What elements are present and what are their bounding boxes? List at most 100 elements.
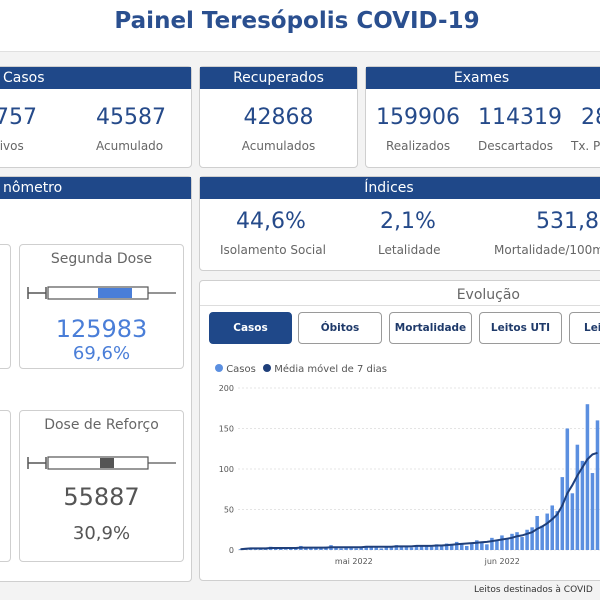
tab-obitos[interactable]: Óbitos xyxy=(298,312,382,344)
casos-bar xyxy=(359,547,363,550)
letalidade-label: Letalidade xyxy=(378,243,441,257)
casos-bar xyxy=(475,540,479,550)
indices-card: Índices 44,6% Isolamento Social 2,1% Let… xyxy=(199,176,600,271)
legend-media-label: Média móvel de 7 dias xyxy=(274,364,388,375)
segunda-dose-percent: 69,6% xyxy=(72,343,131,364)
casos-bar xyxy=(505,538,509,550)
tab-mortalidade[interactable]: Mortalidade xyxy=(389,312,472,344)
casos-bar xyxy=(434,544,439,550)
recuperados-header: Recuperados xyxy=(200,67,357,89)
casos-bar xyxy=(404,546,409,550)
segunda-dose-title: Segunda Dose xyxy=(50,251,153,267)
letalidade-value: 2,1% xyxy=(380,209,436,234)
casos-bar xyxy=(550,505,554,550)
tab-leitos[interactable]: Lei xyxy=(569,312,600,344)
casos-bar xyxy=(344,546,348,550)
segunda-dose-value: 125983 xyxy=(55,315,148,343)
casos-bar xyxy=(575,444,580,550)
casos-bar xyxy=(530,527,534,550)
casos-bar xyxy=(278,548,283,550)
indices-header: Índices xyxy=(200,177,600,199)
casos-bar xyxy=(319,548,323,550)
recuperados-label: Acumulados xyxy=(241,139,316,153)
page-title: Painel Teresópolis COVID-19 xyxy=(114,8,480,34)
casos-bar xyxy=(570,493,575,550)
casos-bar xyxy=(389,547,394,550)
casos-bar xyxy=(439,545,444,550)
casos-bar xyxy=(490,537,494,550)
casos-bar xyxy=(349,547,353,550)
exames-realizados-value: 159906 xyxy=(376,105,460,130)
casos-bar xyxy=(253,549,258,550)
casos-bar xyxy=(384,546,389,550)
casos-bar xyxy=(409,547,414,550)
x-tick-label: jun 2022 xyxy=(484,557,520,566)
casos-bar xyxy=(399,545,404,550)
casos-bar xyxy=(580,460,585,550)
y-tick-label: 150 xyxy=(219,425,234,434)
y-tick-label: 200 xyxy=(219,384,234,393)
legend-casos-label: Casos xyxy=(226,364,256,375)
casos-bar xyxy=(419,545,424,550)
chart-legend: Casos Média móvel de 7 dias xyxy=(215,364,387,375)
exames-descartados-value: 114319 xyxy=(478,105,562,130)
casos-bar xyxy=(369,546,373,550)
vacinometro-header: nômetro xyxy=(0,177,191,199)
legend-casos-marker xyxy=(215,364,223,372)
casos-bar xyxy=(480,541,484,550)
dose-reforco-card: Dose de Reforço 55887 30,9% xyxy=(19,410,184,562)
footer-note: Leitos destinados à COVID xyxy=(474,585,593,595)
mortalidade-label: Mortalidade/100m xyxy=(494,243,600,257)
casos-bar xyxy=(238,549,243,550)
casos-bar xyxy=(500,535,504,550)
tab-casos[interactable]: Casos xyxy=(209,312,292,344)
evolucao-divider xyxy=(200,305,600,306)
casos-acumulado-value: 45587 xyxy=(96,105,166,130)
casos-bar xyxy=(565,428,570,550)
casos-bar xyxy=(510,533,514,550)
casos-bar xyxy=(560,477,565,550)
casos-bar xyxy=(454,541,459,550)
casos-bar xyxy=(449,545,454,550)
evolucao-title: Evolução xyxy=(456,287,520,303)
casos-bar xyxy=(535,515,539,550)
y-tick-label: 50 xyxy=(224,506,234,515)
casos-bar xyxy=(470,542,474,550)
casos-bar xyxy=(465,545,469,550)
tab-leitos-uti[interactable]: Leitos UTI xyxy=(479,312,562,344)
casos-bar xyxy=(284,549,288,550)
isolamento-label: Isolamento Social xyxy=(220,243,326,257)
casos-bar xyxy=(555,511,560,550)
dose-reforco-value: 55887 xyxy=(63,483,140,511)
syringe-icon xyxy=(27,456,176,470)
casos-bar xyxy=(595,420,600,550)
casos-bar xyxy=(374,547,379,550)
dose-reforco-title: Dose de Reforço xyxy=(44,417,159,433)
casos-bar xyxy=(394,545,399,550)
y-tick-label: 100 xyxy=(219,465,234,474)
casos-bar xyxy=(485,544,489,550)
casos-bar xyxy=(429,546,434,550)
mortalidade-value: 531,8 xyxy=(536,209,599,234)
casos-bar xyxy=(414,545,419,550)
casos-bar xyxy=(590,473,595,550)
casos-bar xyxy=(294,548,298,550)
casos-bar xyxy=(495,540,499,550)
exames-positivos-value: 28 xyxy=(581,105,600,130)
casos-acumulado-label: Acumulado xyxy=(96,139,164,153)
casos-bar xyxy=(334,547,338,550)
exames-realizados-label: Realizados xyxy=(386,139,451,153)
title-bar xyxy=(0,0,600,52)
casos-bar xyxy=(354,548,358,550)
casos-bar xyxy=(515,532,519,550)
casos-bar xyxy=(459,543,464,550)
dose-reforco-percent: 30,9% xyxy=(72,523,131,544)
segunda-dose-card: Segunda Dose 125983 69,6% xyxy=(19,244,184,369)
primeira-dose-card-partial xyxy=(0,244,11,369)
exames-card: Exames 159906 Realizados 114319 Descarta… xyxy=(365,66,600,168)
casos-card: Casos 757 tivos 45587 Acumulado xyxy=(0,66,192,168)
casos-bar xyxy=(525,529,529,550)
media-movel-line xyxy=(240,451,598,551)
syringe-icon xyxy=(27,286,176,300)
casos-header: Casos xyxy=(0,67,191,89)
